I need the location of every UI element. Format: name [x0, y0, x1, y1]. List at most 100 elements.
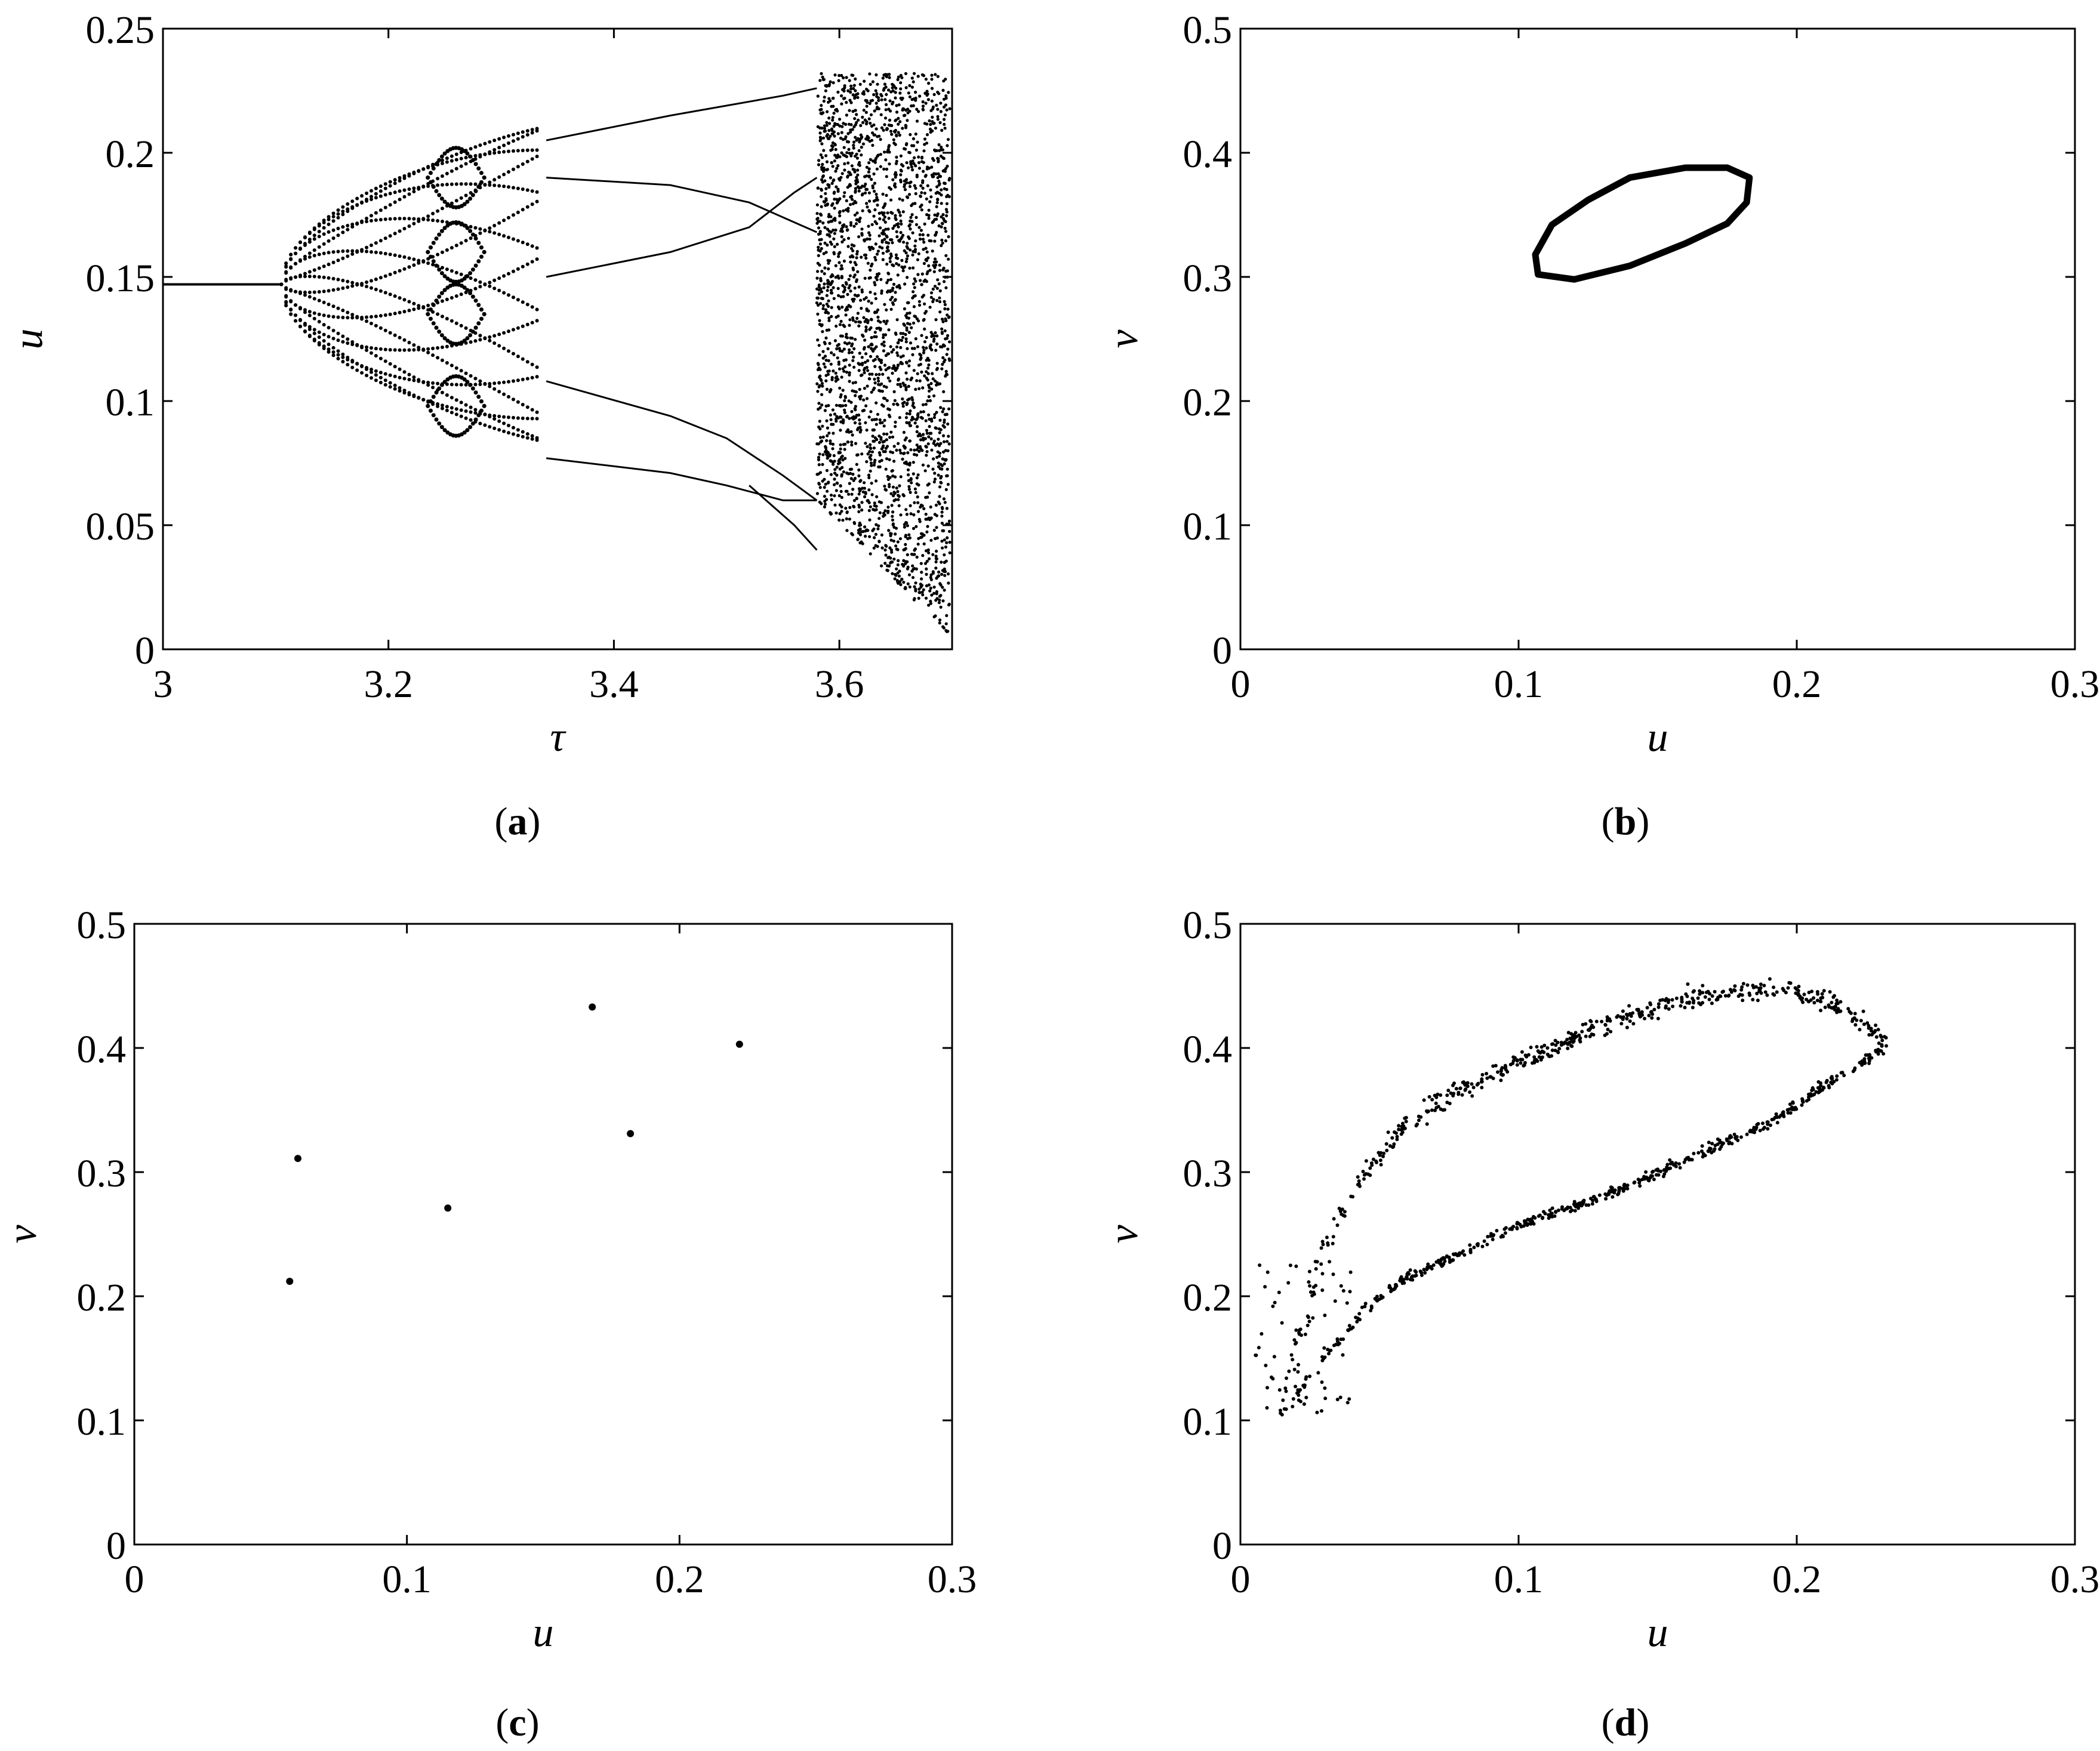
data-point: [874, 242, 877, 246]
data-point: [374, 378, 378, 383]
data-point: [434, 298, 439, 303]
data-point: [916, 75, 920, 78]
data-point: [818, 374, 822, 378]
data-point: [840, 264, 843, 267]
data-point: [850, 254, 854, 258]
data-point: [1879, 1034, 1883, 1038]
data-point: [1819, 1084, 1823, 1087]
data-point: [1846, 1007, 1850, 1011]
data-points: [286, 1003, 743, 1285]
data-point: [1565, 1041, 1569, 1046]
data-point: [899, 475, 903, 479]
data-point: [886, 474, 889, 478]
data-point: [383, 182, 387, 186]
data-point: [336, 338, 340, 343]
data-point: [1547, 1216, 1551, 1220]
data-point: [863, 79, 866, 83]
data-point: [507, 380, 510, 384]
data-point: [1436, 1092, 1440, 1096]
data-point: [1439, 1257, 1443, 1261]
data-point: [815, 492, 819, 495]
data-point: [882, 167, 886, 171]
data-point: [858, 363, 861, 366]
data-point: [479, 180, 484, 184]
data-point: [932, 439, 936, 443]
data-point: [882, 349, 885, 353]
data-point: [1590, 1202, 1594, 1206]
data-point: [894, 162, 898, 165]
data-point: [901, 127, 904, 130]
data-point: [879, 327, 882, 331]
data-point: [870, 450, 875, 454]
data-point: [374, 288, 378, 291]
data-point: [516, 400, 520, 404]
data-point: [909, 160, 913, 164]
data-point: [921, 554, 925, 557]
data-point: [502, 150, 506, 154]
data-point: [836, 356, 839, 360]
data-point: [884, 322, 888, 325]
data-point: [473, 182, 478, 186]
data-point: [412, 257, 416, 261]
data-point: [911, 168, 914, 172]
data-point: [897, 559, 900, 563]
data-point: [843, 394, 847, 399]
data-point: [832, 104, 835, 108]
data-point: [1597, 1193, 1602, 1197]
data-point: [929, 295, 933, 299]
data-point: [925, 259, 928, 263]
data-point: [903, 383, 907, 387]
data-point: [913, 597, 916, 600]
data-point: [913, 487, 917, 491]
data-point: [848, 323, 851, 327]
data-point: [873, 159, 877, 162]
data-point: [873, 310, 877, 314]
data-point: [521, 149, 525, 153]
data-point: [932, 334, 936, 338]
data-point: [873, 331, 877, 334]
data-point: [861, 333, 864, 337]
data-point: [816, 217, 820, 220]
data-point: [895, 230, 898, 233]
data-point: [369, 315, 373, 319]
data-point: [1822, 989, 1826, 993]
data-point: [865, 460, 869, 464]
data-point: [317, 222, 321, 226]
data-point: [928, 491, 931, 495]
data-point: [398, 269, 402, 273]
data-point: [824, 197, 828, 201]
data-point: [1542, 1050, 1546, 1055]
data-point: [530, 434, 534, 438]
data-point: [1798, 996, 1802, 1000]
data-point: [473, 390, 478, 395]
data-point: [883, 509, 887, 513]
data-point: [829, 473, 833, 476]
data-point: [897, 222, 900, 226]
data-point: [891, 514, 894, 518]
data-point: [817, 159, 821, 162]
data-point: [312, 248, 316, 252]
data-point: [327, 347, 331, 352]
data-point: [887, 529, 891, 532]
data-point: [927, 603, 931, 607]
data-point: [1523, 1053, 1528, 1058]
data-point: [927, 264, 931, 267]
data-point: [835, 466, 839, 469]
data-point: [441, 299, 444, 303]
data-point: [289, 307, 293, 312]
data-point: [1258, 1263, 1262, 1267]
data-point: [331, 315, 335, 319]
data-point: [913, 294, 917, 298]
data-point: [947, 434, 950, 438]
data-point: [841, 404, 845, 408]
data-point: [837, 73, 841, 78]
data-point: [827, 220, 830, 224]
data-point: [1791, 1100, 1795, 1104]
data-point: [930, 78, 934, 81]
data-point: [1419, 1271, 1424, 1275]
data-point: [1833, 994, 1836, 998]
data-point: [832, 192, 836, 195]
data-point: [842, 195, 846, 198]
